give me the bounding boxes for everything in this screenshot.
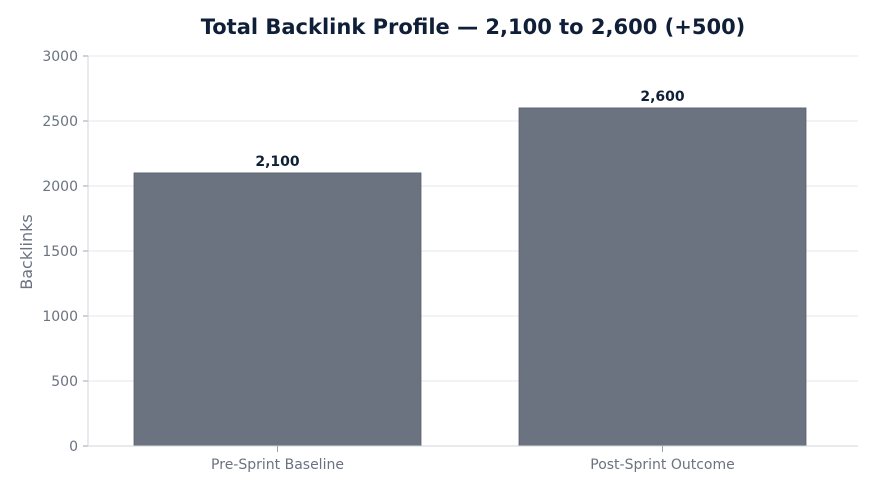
y-axis-label: Backlinks (17, 214, 36, 289)
x-axis: Pre-Sprint Baseline Post-Sprint Outcome (88, 445, 858, 473)
y-axis: 0 500 1000 1500 2000 2500 3000 (42, 49, 89, 455)
y-tick-label-1: 500 (51, 374, 78, 390)
y-tick-label-3: 1500 (42, 244, 78, 260)
x-tick-label-1: Post-Sprint Outcome (590, 457, 734, 473)
data-label-1: 2,600 (640, 89, 685, 105)
y-tick-label-0: 0 (69, 439, 78, 455)
bars (133, 107, 807, 447)
x-tick-label-0: Pre-Sprint Baseline (211, 457, 344, 473)
y-tick-label-4: 2000 (42, 179, 78, 195)
data-labels: 2,100 2,600 (255, 89, 685, 170)
y-tick-label-2: 1000 (42, 309, 78, 325)
data-label-0: 2,100 (255, 154, 300, 170)
bar-0 (133, 172, 422, 447)
y-tick-label-5: 2500 (42, 114, 78, 130)
bar-1 (518, 107, 807, 447)
y-tick-label-6: 3000 (42, 49, 78, 65)
chart-title: Total Backlink Profile — 2,100 to 2,600 … (201, 15, 746, 39)
